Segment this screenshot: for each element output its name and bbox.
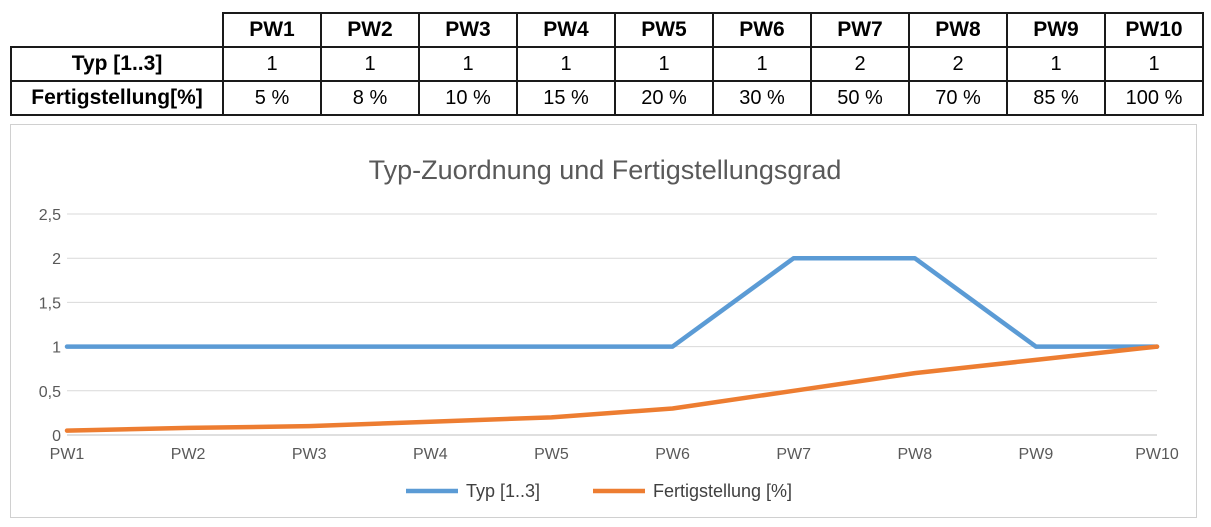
x-tick-label: PW6	[655, 446, 690, 463]
legend: Typ [1..3] Fertigstellung [%]	[406, 481, 792, 501]
header-cell: PW10	[1104, 12, 1204, 48]
y-axis: 0 0,5 1 1,5 2 2,5	[39, 207, 61, 445]
table-cell: 50 %	[810, 80, 910, 116]
table-cell: 2	[810, 46, 910, 82]
table-cell: 85 %	[1006, 80, 1106, 116]
series-line-1	[64, 255, 1160, 349]
x-tick-label: PW5	[534, 446, 569, 463]
x-tick-label: PW1	[50, 446, 85, 463]
x-tick-label: PW9	[1019, 446, 1054, 463]
table-cell: 15 %	[516, 80, 616, 116]
table-row-typ: Typ [1..3] 1 1 1 1 1 1 2 2 1 1	[10, 46, 1204, 82]
y-tick-label: 1,5	[39, 295, 61, 312]
row-label-typ: Typ [1..3]	[10, 46, 224, 82]
legend-label: Fertigstellung [%]	[653, 481, 792, 501]
series-line-2	[64, 344, 1160, 433]
table-cell: 1	[712, 46, 812, 82]
table-cell: 1	[222, 46, 322, 82]
header-cell: PW3	[418, 12, 518, 48]
table-cell: 1	[418, 46, 518, 82]
header-cell: PW5	[614, 12, 714, 48]
table-header-row: PW1 PW2 PW3 PW4 PW5 PW6 PW7 PW8 PW9 PW10	[11, 12, 1204, 48]
y-tick-label: 0	[52, 428, 61, 445]
header-cell: PW2	[320, 12, 420, 48]
x-tick-label: PW4	[413, 446, 448, 463]
table-cell: 10 %	[418, 80, 518, 116]
legend-label: Typ [1..3]	[466, 481, 540, 501]
x-tick-label: PW3	[292, 446, 327, 463]
table-row-fertigstellung: Fertigstellung[%] 5 % 8 % 10 % 15 % 20 %…	[10, 80, 1204, 116]
header-cell: PW6	[712, 12, 812, 48]
table-cell: 2	[908, 46, 1008, 82]
x-tick-label: PW8	[897, 446, 932, 463]
row-label-fertigstellung: Fertigstellung[%]	[10, 80, 224, 116]
table-cell: 1	[320, 46, 420, 82]
header-cell: PW9	[1006, 12, 1106, 48]
header-cell: PW4	[516, 12, 616, 48]
table-cell: 5 %	[222, 80, 322, 116]
x-tick-label: PW7	[776, 446, 811, 463]
table-cell: 70 %	[908, 80, 1008, 116]
data-table: PW1 PW2 PW3 PW4 PW5 PW6 PW7 PW8 PW9 PW10…	[10, 12, 1204, 116]
table-cell: 1	[1104, 46, 1204, 82]
header-cell: PW7	[810, 12, 910, 48]
y-tick-label: 1	[52, 340, 61, 357]
table-cell: 1	[516, 46, 616, 82]
header-cell: PW8	[908, 12, 1008, 48]
y-tick-label: 2,5	[39, 207, 61, 224]
gridlines	[67, 213, 1157, 436]
table-cell: 100 %	[1104, 80, 1204, 116]
table-cell: 1	[1006, 46, 1106, 82]
table-cell: 1	[614, 46, 714, 82]
table-cell: 8 %	[320, 80, 420, 116]
x-tick-label: PW10	[1135, 446, 1179, 463]
table-cell: 20 %	[614, 80, 714, 116]
line-chart: Typ-Zuordnung und Fertigstellungsgrad 00…	[39, 155, 1179, 501]
chart-title: Typ-Zuordnung und Fertigstellungsgrad	[369, 155, 842, 185]
x-tick-label: PW2	[171, 446, 206, 463]
header-cell: PW1	[222, 12, 322, 48]
y-tick-label: 0,5	[39, 384, 61, 401]
series-lines	[64, 255, 1160, 433]
x-axis: PW1 PW2 PW3 PW4 PW5 PW6 PW7 PW8 PW9 PW10	[50, 446, 1179, 463]
table-cell: 30 %	[712, 80, 812, 116]
table-corner-cell	[11, 13, 224, 48]
y-tick-label: 2	[52, 251, 61, 268]
